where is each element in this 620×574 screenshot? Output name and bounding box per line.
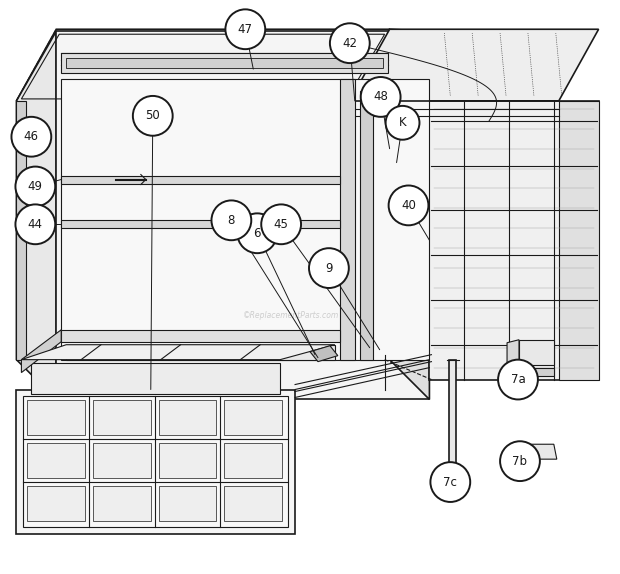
Circle shape bbox=[361, 77, 401, 117]
Circle shape bbox=[430, 462, 470, 502]
Polygon shape bbox=[61, 330, 340, 342]
Text: 8: 8 bbox=[228, 214, 235, 227]
Polygon shape bbox=[61, 53, 388, 73]
Polygon shape bbox=[61, 79, 430, 360]
Circle shape bbox=[16, 166, 55, 207]
Circle shape bbox=[16, 204, 55, 244]
Circle shape bbox=[211, 200, 251, 241]
Polygon shape bbox=[507, 367, 554, 375]
Polygon shape bbox=[16, 101, 27, 360]
Circle shape bbox=[386, 106, 420, 139]
Polygon shape bbox=[22, 345, 335, 360]
Bar bbox=[27, 401, 85, 435]
Text: ©ReplacementParts.com: ©ReplacementParts.com bbox=[244, 311, 340, 320]
Circle shape bbox=[309, 248, 349, 288]
Polygon shape bbox=[66, 58, 383, 68]
Text: 9: 9 bbox=[325, 262, 333, 274]
Bar bbox=[93, 443, 151, 478]
Text: 42: 42 bbox=[342, 37, 357, 50]
Text: 46: 46 bbox=[24, 130, 39, 144]
Text: 44: 44 bbox=[28, 218, 43, 231]
Circle shape bbox=[330, 24, 370, 63]
Bar bbox=[159, 401, 216, 435]
Text: 6: 6 bbox=[254, 227, 261, 240]
Polygon shape bbox=[360, 91, 373, 360]
Text: 7b: 7b bbox=[513, 455, 528, 468]
Bar bbox=[224, 401, 282, 435]
Bar bbox=[27, 486, 85, 521]
Polygon shape bbox=[350, 29, 598, 101]
Polygon shape bbox=[24, 397, 288, 527]
Text: K: K bbox=[399, 117, 406, 129]
Polygon shape bbox=[16, 29, 389, 101]
Text: 47: 47 bbox=[238, 23, 253, 36]
Circle shape bbox=[237, 214, 277, 253]
Text: 48: 48 bbox=[373, 91, 388, 103]
Polygon shape bbox=[450, 360, 456, 489]
Polygon shape bbox=[519, 444, 557, 459]
Circle shape bbox=[11, 117, 51, 157]
Circle shape bbox=[498, 360, 538, 400]
Polygon shape bbox=[507, 444, 522, 462]
Polygon shape bbox=[310, 346, 338, 362]
Polygon shape bbox=[340, 79, 355, 360]
Bar bbox=[159, 486, 216, 521]
Circle shape bbox=[389, 185, 428, 226]
Polygon shape bbox=[32, 363, 280, 394]
Polygon shape bbox=[389, 29, 430, 400]
Bar bbox=[27, 443, 85, 478]
Polygon shape bbox=[430, 101, 598, 379]
Text: 50: 50 bbox=[145, 109, 160, 122]
Bar bbox=[224, 486, 282, 521]
Polygon shape bbox=[61, 176, 340, 184]
Bar bbox=[93, 401, 151, 435]
Polygon shape bbox=[16, 31, 56, 400]
Bar bbox=[159, 443, 216, 478]
Circle shape bbox=[500, 441, 540, 481]
Text: 49: 49 bbox=[28, 180, 43, 193]
Polygon shape bbox=[66, 345, 335, 360]
Bar bbox=[93, 486, 151, 521]
Text: 7c: 7c bbox=[443, 475, 458, 488]
Polygon shape bbox=[16, 390, 295, 534]
Polygon shape bbox=[61, 220, 340, 228]
Circle shape bbox=[226, 9, 265, 49]
Text: 40: 40 bbox=[401, 199, 416, 212]
Bar bbox=[224, 443, 282, 478]
Circle shape bbox=[261, 204, 301, 244]
Text: 45: 45 bbox=[273, 218, 288, 231]
Polygon shape bbox=[559, 101, 598, 379]
Polygon shape bbox=[56, 31, 430, 400]
Polygon shape bbox=[507, 340, 519, 367]
Circle shape bbox=[133, 96, 172, 135]
Polygon shape bbox=[22, 330, 61, 373]
Polygon shape bbox=[519, 340, 554, 364]
Text: 7a: 7a bbox=[511, 373, 525, 386]
